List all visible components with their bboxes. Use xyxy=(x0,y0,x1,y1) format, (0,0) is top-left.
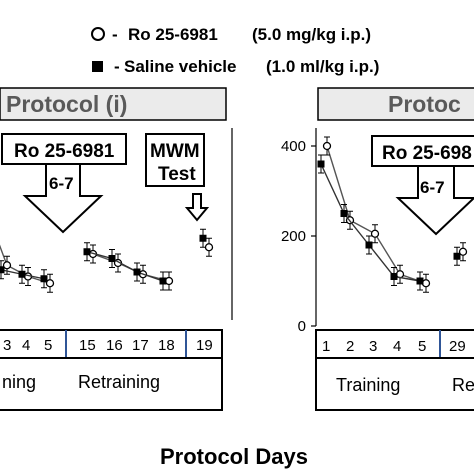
panel-i-test-box-line2: Test xyxy=(158,164,196,185)
panel-i-day-label: 16 xyxy=(106,337,123,354)
panel-i-plot xyxy=(0,228,214,293)
x-axis-title: Protocol Days xyxy=(160,444,308,469)
panel-ii-y-ticks: 0 200 400 xyxy=(281,138,316,335)
panel-ii-title-bg xyxy=(317,87,474,121)
data-point-filled-square xyxy=(199,234,207,242)
legend: - Ro 25-6981 (5.0 mg/kg i.p.) - Saline v… xyxy=(91,25,379,76)
legend-dose-ro: (5.0 mg/kg i.p.) xyxy=(252,25,371,44)
data-point-open-circle xyxy=(2,261,12,270)
panel-i-test-box xyxy=(145,133,205,187)
panel-i: Protocol (i) Ro 25-6981 6-7 MWM Test 3 4… xyxy=(0,87,233,411)
data-point-filled-square xyxy=(453,252,461,260)
data-point-filled-square xyxy=(108,255,116,262)
data-point-filled-square xyxy=(390,273,398,280)
legend-filled-square-marker xyxy=(92,61,103,72)
data-point-filled-square xyxy=(365,241,373,249)
panel-i-title-bg xyxy=(0,87,227,121)
data-point-open-circle xyxy=(458,247,468,256)
panel-ii-day-strip xyxy=(315,329,474,359)
panel-ii-drug-box xyxy=(371,135,474,167)
series-line xyxy=(320,163,421,282)
series-line xyxy=(86,251,164,282)
panel-i-drug-arrow xyxy=(22,163,104,234)
data-point-open-circle xyxy=(370,229,380,238)
panel-i-phase-label: Retraining xyxy=(78,372,160,392)
data-point-open-circle xyxy=(164,276,174,286)
data-point-filled-square xyxy=(133,268,141,276)
panel-ii-day-label: 5 xyxy=(418,338,426,355)
panel-ii-drug-days: 6-7 xyxy=(420,178,445,197)
y-tick-label: 0 xyxy=(298,318,306,335)
data-point-filled-square xyxy=(159,277,167,285)
data-point-filled-square xyxy=(18,270,26,278)
data-point-filled-square xyxy=(317,160,325,168)
legend-label-ro: Ro 25-6981 xyxy=(128,25,218,44)
panel-ii-title: Protoc xyxy=(388,91,461,117)
panel-i-test-box-line1: MWM xyxy=(150,141,200,162)
panel-i-day-label: 15 xyxy=(79,337,96,354)
panel-ii-day-label: 29 xyxy=(449,338,466,355)
panel-ii-drug-arrow xyxy=(395,165,474,236)
data-point-open-circle xyxy=(421,279,431,288)
panel-ii: Protoc 0 200 400 Ro 25-698 6-7 1 2 3 4 5 2… xyxy=(281,87,474,411)
legend-open-circle-marker xyxy=(91,27,105,41)
panel-i-day-label: 19 xyxy=(196,337,213,354)
data-point-filled-square xyxy=(340,210,348,217)
data-point-open-circle xyxy=(322,141,332,151)
legend-dash-2: - xyxy=(114,57,120,76)
panel-i-phase-label: ning xyxy=(2,372,36,392)
panel-i-day-label: 3 xyxy=(3,337,11,354)
y-tick-label: 400 xyxy=(281,138,306,155)
series-line xyxy=(92,253,170,282)
panel-ii-day-label: 4 xyxy=(393,338,401,355)
panel-i-day-label: 4 xyxy=(22,337,30,354)
panel-i-drug-box xyxy=(1,133,127,165)
panel-ii-plot xyxy=(317,136,468,293)
panel-i-phase-strip xyxy=(0,357,223,411)
data-point-filled-square xyxy=(0,266,5,274)
panel-i-day-label: 5 xyxy=(44,337,52,354)
panel-ii-day-label: 1 xyxy=(322,338,330,355)
panel-ii-phase-label: Re xyxy=(452,375,474,395)
panel-ii-drug-box-label: Ro 25-698 xyxy=(382,143,472,164)
panel-ii-day-label: 3 xyxy=(369,338,377,355)
panel-i-test-arrow xyxy=(184,193,210,222)
panel-ii-day-label: 2 xyxy=(346,338,354,355)
data-point-filled-square xyxy=(40,275,48,283)
panel-ii-phase-strip xyxy=(315,357,474,411)
panel-i-day-label: 18 xyxy=(158,337,175,354)
panel-i-day-label: 17 xyxy=(132,337,149,354)
legend-dash-1: - xyxy=(112,25,118,44)
data-point-open-circle xyxy=(45,279,55,288)
data-point-open-circle xyxy=(204,243,214,252)
data-point-filled-square xyxy=(416,277,424,285)
panel-ii-phase-label: Training xyxy=(336,375,400,395)
legend-dose-saline: (1.0 ml/kg i.p.) xyxy=(266,57,379,76)
legend-label-saline: Saline vehicle xyxy=(124,57,236,76)
panel-i-drug-box-label: Ro 25-6981 xyxy=(14,141,115,162)
panel-i-title: Protocol (i) xyxy=(6,91,127,117)
panel-i-drug-days: 6-7 xyxy=(49,174,74,193)
data-point-filled-square xyxy=(83,248,91,256)
y-tick-label: 200 xyxy=(281,228,306,245)
